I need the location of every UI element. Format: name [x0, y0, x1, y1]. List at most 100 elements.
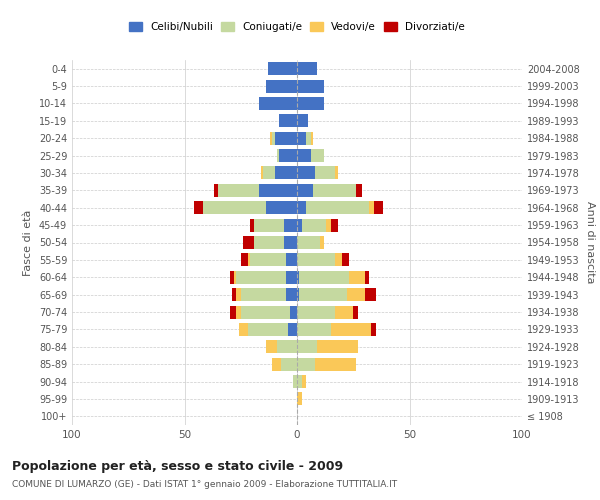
Bar: [254, 236, 284, 249]
Bar: [243, 236, 254, 249]
Bar: [241, 254, 248, 266]
Bar: [265, 201, 297, 214]
Bar: [284, 218, 297, 232]
Bar: [250, 218, 254, 232]
Bar: [239, 323, 248, 336]
Text: Popolazione per età, sesso e stato civile - 2009: Popolazione per età, sesso e stato civil…: [12, 460, 343, 473]
Bar: [286, 254, 297, 266]
Bar: [229, 306, 236, 318]
Bar: [279, 114, 297, 128]
Bar: [302, 218, 326, 232]
Bar: [286, 288, 297, 301]
Bar: [236, 306, 241, 318]
Bar: [297, 254, 335, 266]
Bar: [335, 306, 353, 318]
Bar: [306, 132, 311, 144]
Bar: [272, 358, 281, 370]
Bar: [275, 166, 297, 179]
Bar: [331, 218, 337, 232]
Y-axis label: Anni di nascita: Anni di nascita: [585, 201, 595, 284]
Bar: [265, 340, 277, 353]
Bar: [268, 62, 297, 75]
Bar: [347, 288, 365, 301]
Bar: [335, 254, 342, 266]
Bar: [263, 166, 275, 179]
Bar: [355, 184, 362, 197]
Bar: [259, 184, 297, 197]
Bar: [335, 166, 337, 179]
Bar: [248, 323, 288, 336]
Bar: [299, 288, 347, 301]
Bar: [288, 323, 297, 336]
Bar: [297, 166, 315, 179]
Bar: [297, 62, 317, 75]
Legend: Celibi/Nubili, Coniugati/e, Vedovi/e, Divorziati/e: Celibi/Nubili, Coniugati/e, Vedovi/e, Di…: [125, 18, 469, 36]
Bar: [297, 184, 313, 197]
Bar: [279, 149, 297, 162]
Bar: [297, 270, 299, 284]
Bar: [306, 201, 369, 214]
Bar: [293, 375, 297, 388]
Bar: [241, 306, 290, 318]
Bar: [272, 132, 275, 144]
Bar: [297, 132, 306, 144]
Bar: [297, 97, 324, 110]
Bar: [297, 340, 317, 353]
Bar: [297, 288, 299, 301]
Bar: [326, 218, 331, 232]
Bar: [373, 201, 383, 214]
Bar: [214, 184, 218, 197]
Bar: [315, 166, 335, 179]
Bar: [317, 340, 358, 353]
Bar: [203, 201, 265, 214]
Bar: [270, 132, 272, 144]
Bar: [315, 358, 355, 370]
Bar: [261, 166, 263, 179]
Bar: [342, 254, 349, 266]
Bar: [236, 270, 286, 284]
Bar: [311, 132, 313, 144]
Bar: [286, 270, 297, 284]
Bar: [284, 236, 297, 249]
Bar: [302, 375, 306, 388]
Bar: [297, 375, 302, 388]
Bar: [236, 288, 241, 301]
Bar: [297, 392, 302, 406]
Bar: [250, 254, 286, 266]
Bar: [281, 358, 297, 370]
Bar: [297, 80, 324, 92]
Bar: [297, 201, 306, 214]
Bar: [297, 114, 308, 128]
Bar: [297, 306, 335, 318]
Bar: [218, 184, 259, 197]
Bar: [369, 201, 373, 214]
Bar: [277, 340, 297, 353]
Bar: [234, 270, 236, 284]
Bar: [349, 270, 365, 284]
Bar: [297, 149, 311, 162]
Bar: [371, 323, 376, 336]
Bar: [313, 184, 355, 197]
Bar: [297, 218, 302, 232]
Bar: [353, 306, 358, 318]
Bar: [365, 288, 376, 301]
Bar: [299, 270, 349, 284]
Bar: [297, 323, 331, 336]
Bar: [241, 288, 286, 301]
Bar: [229, 270, 234, 284]
Bar: [290, 306, 297, 318]
Bar: [254, 218, 284, 232]
Bar: [311, 149, 324, 162]
Bar: [275, 132, 297, 144]
Bar: [365, 270, 369, 284]
Y-axis label: Fasce di età: Fasce di età: [23, 210, 33, 276]
Bar: [297, 358, 315, 370]
Bar: [259, 97, 297, 110]
Text: COMUNE DI LUMARZO (GE) - Dati ISTAT 1° gennaio 2009 - Elaborazione TUTTITALIA.IT: COMUNE DI LUMARZO (GE) - Dati ISTAT 1° g…: [12, 480, 397, 489]
Bar: [232, 288, 236, 301]
Bar: [320, 236, 324, 249]
Bar: [193, 201, 203, 214]
Bar: [248, 254, 250, 266]
Bar: [265, 80, 297, 92]
Bar: [331, 323, 371, 336]
